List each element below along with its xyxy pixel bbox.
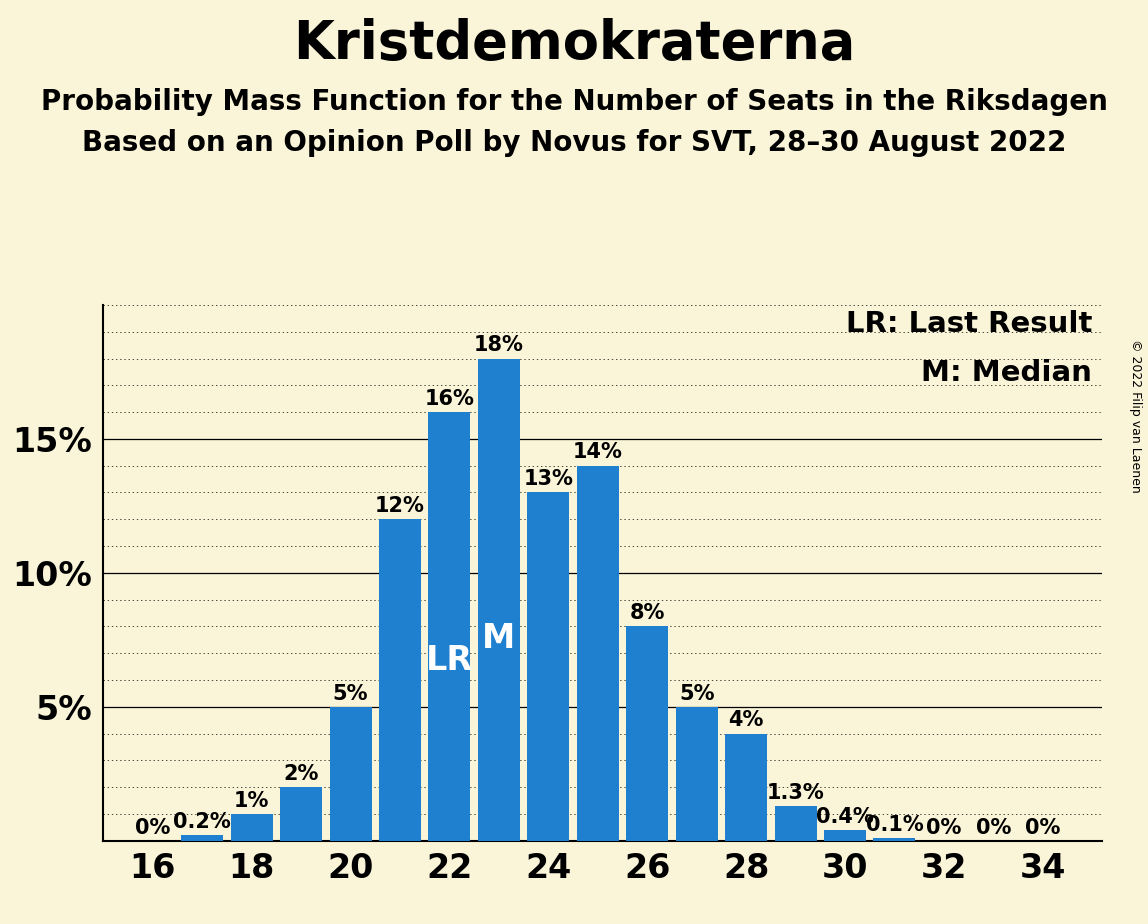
Text: LR: LR: [426, 644, 473, 677]
Text: Based on an Opinion Poll by Novus for SVT, 28–30 August 2022: Based on an Opinion Poll by Novus for SV…: [82, 129, 1066, 157]
Bar: [428, 412, 471, 841]
Text: 14%: 14%: [573, 443, 622, 463]
Text: Kristdemokraterna: Kristdemokraterna: [293, 18, 855, 70]
Text: 18%: 18%: [474, 335, 523, 356]
Bar: [181, 835, 223, 841]
Text: 0.2%: 0.2%: [173, 812, 231, 833]
Text: 1%: 1%: [234, 791, 270, 811]
Text: 4%: 4%: [728, 711, 763, 731]
Bar: [280, 787, 323, 841]
Text: 0%: 0%: [926, 818, 962, 838]
Bar: [874, 838, 915, 841]
Bar: [824, 830, 866, 841]
Bar: [329, 707, 372, 841]
Bar: [626, 626, 668, 841]
Bar: [478, 359, 520, 841]
Bar: [726, 734, 767, 841]
Text: 0.1%: 0.1%: [866, 815, 923, 835]
Text: 2%: 2%: [284, 764, 319, 784]
Text: M: Median: M: Median: [921, 359, 1092, 386]
Text: © 2022 Filip van Laenen: © 2022 Filip van Laenen: [1130, 339, 1142, 492]
Text: 5%: 5%: [678, 684, 714, 704]
Text: 8%: 8%: [629, 603, 665, 624]
Bar: [775, 806, 816, 841]
Text: 5%: 5%: [333, 684, 369, 704]
Text: 0%: 0%: [976, 818, 1011, 838]
Text: 16%: 16%: [425, 389, 474, 409]
Bar: [676, 707, 718, 841]
Bar: [527, 492, 569, 841]
Text: 13%: 13%: [523, 469, 573, 490]
Text: 1.3%: 1.3%: [767, 783, 824, 803]
Text: 0%: 0%: [135, 818, 170, 838]
Bar: [231, 814, 273, 841]
Bar: [576, 466, 619, 841]
Text: 0%: 0%: [1025, 818, 1061, 838]
Text: M: M: [482, 622, 515, 655]
Text: 0.4%: 0.4%: [816, 807, 874, 827]
Bar: [379, 519, 421, 841]
Text: Probability Mass Function for the Number of Seats in the Riksdagen: Probability Mass Function for the Number…: [40, 88, 1108, 116]
Text: 12%: 12%: [375, 496, 425, 517]
Text: LR: Last Result: LR: Last Result: [846, 310, 1092, 338]
